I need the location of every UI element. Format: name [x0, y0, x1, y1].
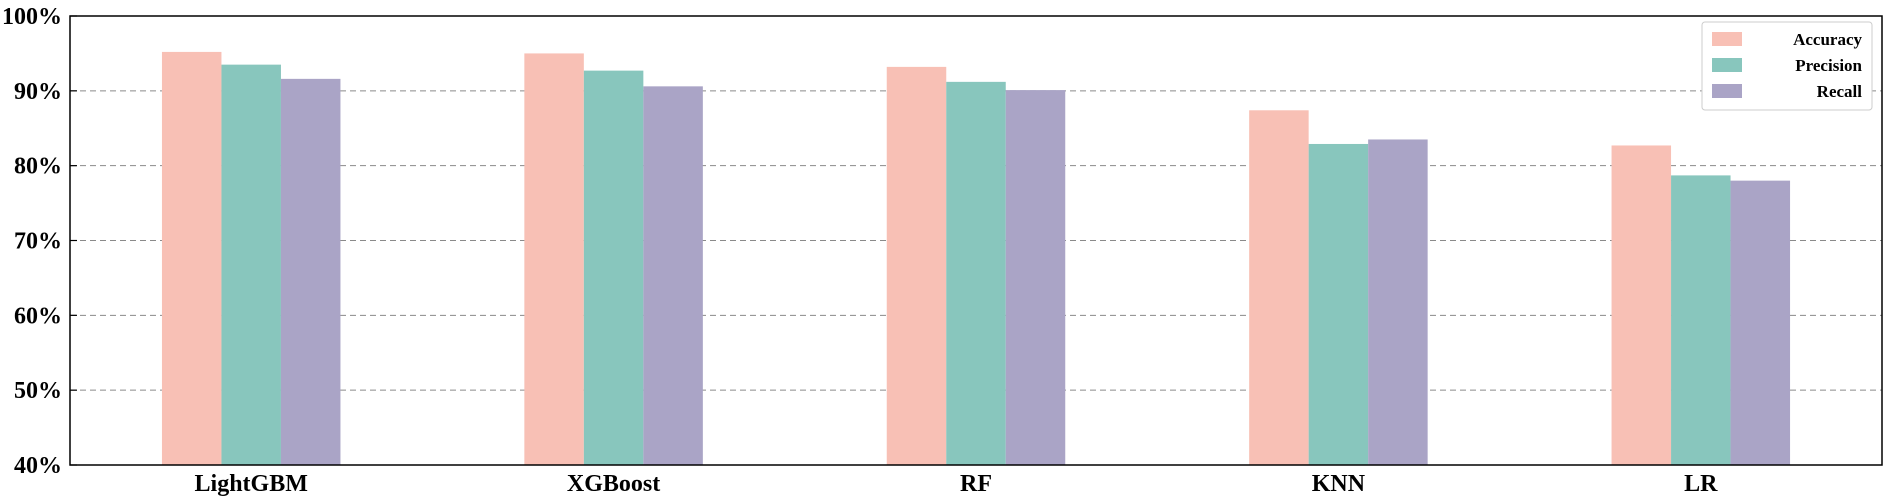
bar-knn-recall: [1368, 139, 1428, 465]
bar-xgboost-accuracy: [524, 53, 584, 466]
legend-label-recall: Recall: [1817, 82, 1863, 101]
bar-lr-accuracy: [1611, 145, 1672, 465]
y-tick-label: 50%: [14, 378, 62, 404]
legend-swatch-recall: [1712, 84, 1742, 98]
legend-label-precision: Precision: [1795, 56, 1862, 75]
x-tick-label: LightGBM: [195, 471, 308, 497]
bar-lightgbm-precision: [221, 64, 281, 466]
y-tick-label: 80%: [14, 154, 62, 180]
legend-swatch-precision: [1712, 58, 1742, 72]
bar-lightgbm-recall: [280, 78, 341, 466]
y-tick-label: 70%: [14, 229, 62, 255]
y-axis: 40% 50% 60% 70% 80% 90% 100%: [2, 4, 77, 479]
x-tick-label: RF: [960, 471, 992, 497]
bar-lr-recall: [1730, 180, 1791, 465]
x-tick-label: LR: [1684, 471, 1718, 497]
legend: Accuracy Precision Recall: [1701, 21, 1873, 111]
bar-knn-precision: [1308, 143, 1369, 465]
legend-label-accuracy: Accuracy: [1793, 30, 1862, 49]
y-tick-label: 90%: [14, 79, 62, 105]
x-axis: LightGBM XGBoost RF KNN LR: [195, 471, 1719, 497]
bar-lr-precision: [1671, 175, 1731, 465]
legend-box: [1701, 21, 1873, 111]
y-tick-label: 60%: [14, 303, 62, 329]
x-tick-label: XGBoost: [567, 471, 660, 497]
y-tick-label: 40%: [14, 453, 62, 479]
bar-xgboost-recall: [643, 86, 703, 466]
bar-xgboost-precision: [583, 70, 644, 466]
bar-rf-precision: [946, 81, 1006, 465]
bar-rf-accuracy: [886, 66, 947, 466]
y-tick-label: 100%: [2, 4, 62, 30]
bar-knn-accuracy: [1249, 110, 1309, 465]
x-tick-label: KNN: [1312, 471, 1366, 497]
bar-rf-recall: [1005, 90, 1066, 466]
bars: [161, 51, 1791, 466]
legend-swatch-accuracy: [1712, 32, 1742, 46]
bar-lightgbm-accuracy: [161, 51, 222, 466]
